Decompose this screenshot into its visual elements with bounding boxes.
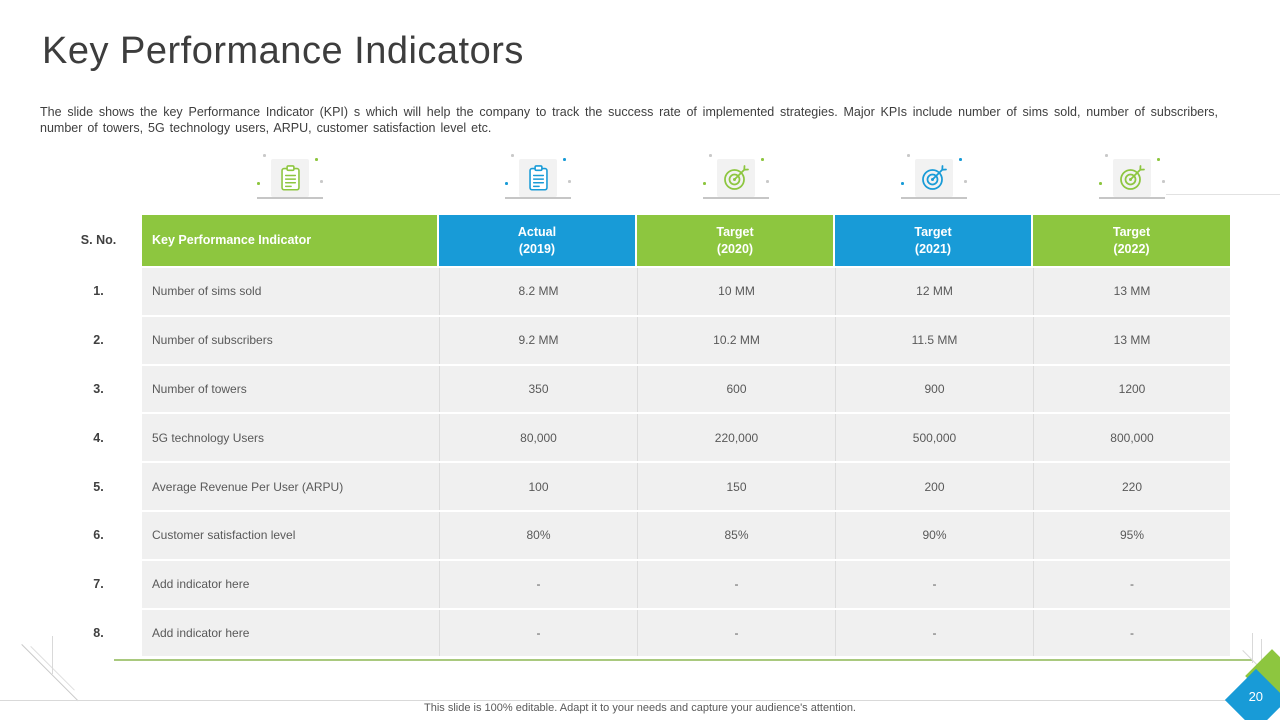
icon-baseline [1099, 197, 1165, 199]
value-cell: 1200 [1033, 365, 1230, 413]
value-cell: 220,000 [637, 414, 835, 462]
column-header-target-2022: Target (2022) [1033, 215, 1230, 266]
value-cell: 500,000 [835, 414, 1033, 462]
column-header-kpi: Key Performance Indicator [142, 215, 439, 266]
value-cell: 10.2 MM [637, 316, 835, 364]
value-cell: 80% [439, 511, 637, 559]
value-cell: 80,000 [439, 414, 637, 462]
target-icon [703, 152, 769, 199]
kpi-cell: Number of subscribers [142, 316, 439, 364]
clipboard-icon [257, 152, 323, 199]
target-icon [915, 159, 953, 197]
target-icon [1099, 152, 1165, 199]
value-cell: 11.5 MM [835, 316, 1033, 364]
value-cell: - [439, 560, 637, 608]
target-icon [1113, 159, 1151, 197]
icon-baseline [505, 197, 571, 199]
clipboard-icon [505, 152, 571, 199]
target-icon [717, 159, 755, 197]
value-cell: - [1033, 609, 1230, 657]
icon-baseline [257, 197, 323, 199]
column-header-sublabel: (2022) [1113, 241, 1150, 256]
clipboard-icon [271, 159, 309, 197]
value-cell: 8.2 MM [439, 268, 637, 315]
value-cell: 220 [1033, 463, 1230, 510]
value-cell: 12 MM [835, 268, 1033, 315]
value-cell: 600 [637, 365, 835, 413]
footer-divider [0, 700, 1280, 701]
sno-cell: 1. [55, 268, 142, 315]
decor-vertical-line [1252, 633, 1253, 663]
column-header-sublabel: (2021) [914, 241, 952, 256]
sno-column-header: S. No. [55, 215, 142, 266]
kpi-cell: Average Revenue Per User (ARPU) [142, 463, 439, 510]
value-cell: - [637, 609, 835, 657]
sno-cell: 3. [55, 365, 142, 413]
sno-cell: 4. [55, 414, 142, 462]
page-title: Key Performance Indicators [42, 30, 524, 72]
column-header-target-2020: Target (2020) [637, 215, 835, 266]
table-underline [114, 659, 1252, 661]
kpi-cell: Customer satisfaction level [142, 511, 439, 559]
value-cell: 800,000 [1033, 414, 1230, 462]
value-cell: 95% [1033, 511, 1230, 559]
column-header-label: Target [716, 225, 754, 240]
sno-cell: 8. [55, 609, 142, 657]
icon-baseline [901, 197, 967, 199]
value-cell: 13 MM [1033, 268, 1230, 315]
column-header-label: Target [914, 225, 952, 240]
kpi-table: S. No. Key Performance Indicator Actual … [55, 215, 1230, 657]
value-cell: 13 MM [1033, 316, 1230, 364]
value-cell: 85% [637, 511, 835, 559]
column-header-label: Actual [517, 225, 557, 240]
column-header-label: Target [1112, 225, 1151, 240]
value-cell: 150 [637, 463, 835, 510]
value-cell: - [1033, 560, 1230, 608]
sno-cell: 7. [55, 560, 142, 608]
sno-cell: 6. [55, 511, 142, 559]
target-icon [901, 152, 967, 199]
column-header-actual-2019: Actual (2019) [439, 215, 637, 266]
kpi-cell: 5G technology Users [142, 414, 439, 462]
footer-note: This slide is 100% editable. Adapt it to… [424, 702, 856, 714]
value-cell: 90% [835, 511, 1033, 559]
sno-cell: 5. [55, 463, 142, 510]
sno-cell: 2. [55, 316, 142, 364]
decor-vertical-line [1261, 639, 1262, 665]
value-cell: - [835, 560, 1033, 608]
column-header-label: Key Performance Indicator [152, 233, 312, 248]
decor-vertical-line [52, 636, 53, 674]
kpi-cell: Add indicator here [142, 560, 439, 608]
kpi-cell: Number of sims sold [142, 268, 439, 315]
page-number: 20 [1248, 688, 1264, 704]
kpi-cell: Number of towers [142, 365, 439, 413]
value-cell: 10 MM [637, 268, 835, 315]
value-cell: 9.2 MM [439, 316, 637, 364]
column-header-target-2021: Target (2021) [835, 215, 1033, 266]
value-cell: 100 [439, 463, 637, 510]
value-cell: - [835, 609, 1033, 657]
value-cell: 200 [835, 463, 1033, 510]
value-cell: - [439, 609, 637, 657]
decor-top-right-line [1166, 194, 1280, 195]
icon-baseline [703, 197, 769, 199]
column-header-sublabel: (2020) [716, 241, 754, 256]
column-header-sublabel: (2019) [518, 241, 556, 256]
slide-description: The slide shows the key Performance Indi… [40, 105, 1218, 135]
value-cell: - [637, 560, 835, 608]
value-cell: 900 [835, 365, 1033, 413]
kpi-cell: Add indicator here [142, 609, 439, 657]
value-cell: 350 [439, 365, 637, 413]
clipboard-icon [519, 159, 557, 197]
